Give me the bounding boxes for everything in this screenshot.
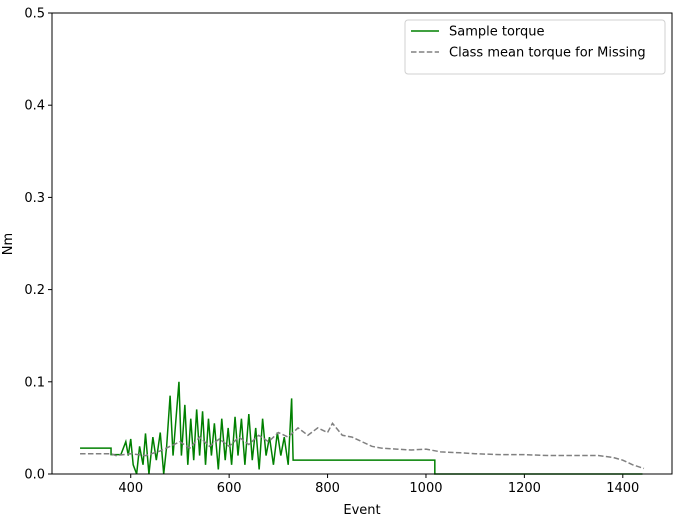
y-tick-label: 0.1 — [24, 375, 45, 390]
x-tick-label: 1200 — [508, 481, 541, 496]
plot-frame — [51, 12, 673, 475]
y-tick-label: 0.5 — [24, 7, 45, 22]
x-tick-label: 400 — [118, 481, 143, 496]
legend-box — [404, 19, 666, 75]
legend-label: Class mean torque for Missing — [449, 46, 646, 61]
x-axis-label: Event — [343, 503, 380, 516]
x-tick-label: 1000 — [409, 481, 442, 496]
series-line — [80, 381, 643, 475]
x-tick-label: 800 — [315, 481, 340, 496]
legend-label: Sample torque — [449, 25, 545, 40]
series-line — [80, 421, 645, 470]
x-tick-label: 600 — [217, 481, 242, 496]
y-tick-label: 0.2 — [24, 283, 45, 298]
y-tick-label: 0.3 — [24, 191, 45, 206]
y-tick-label: 0.4 — [24, 99, 45, 114]
y-axis-label: Nm — [1, 233, 16, 255]
x-tick-label: 1400 — [606, 481, 639, 496]
y-tick-label: 0.0 — [24, 468, 45, 483]
